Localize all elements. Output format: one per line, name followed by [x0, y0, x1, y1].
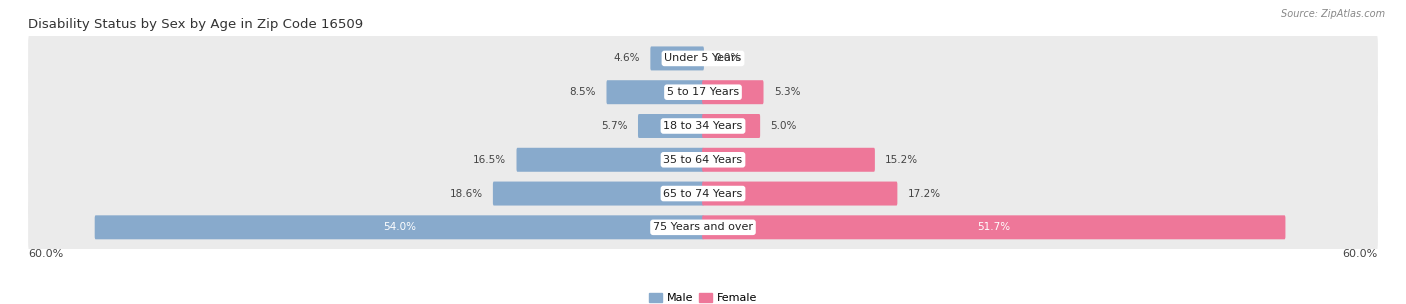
FancyBboxPatch shape	[702, 114, 761, 138]
Text: 16.5%: 16.5%	[472, 155, 506, 165]
Text: Under 5 Years: Under 5 Years	[665, 54, 741, 64]
Text: 65 to 74 Years: 65 to 74 Years	[664, 188, 742, 199]
Text: 4.6%: 4.6%	[613, 54, 640, 64]
Text: 5.0%: 5.0%	[770, 121, 797, 131]
Text: 15.2%: 15.2%	[886, 155, 918, 165]
Text: 18 to 34 Years: 18 to 34 Years	[664, 121, 742, 131]
Text: 0.0%: 0.0%	[714, 54, 741, 64]
FancyBboxPatch shape	[94, 215, 704, 239]
Legend: Male, Female: Male, Female	[644, 288, 762, 304]
FancyBboxPatch shape	[702, 215, 1285, 239]
Text: 75 Years and over: 75 Years and over	[652, 222, 754, 232]
Text: 54.0%: 54.0%	[382, 222, 416, 232]
FancyBboxPatch shape	[606, 80, 704, 104]
Text: Source: ZipAtlas.com: Source: ZipAtlas.com	[1281, 9, 1385, 19]
FancyBboxPatch shape	[28, 196, 1378, 259]
Text: 8.5%: 8.5%	[569, 87, 596, 97]
Text: 18.6%: 18.6%	[450, 188, 482, 199]
FancyBboxPatch shape	[516, 148, 704, 172]
FancyBboxPatch shape	[28, 129, 1378, 191]
FancyBboxPatch shape	[28, 61, 1378, 123]
FancyBboxPatch shape	[638, 114, 704, 138]
Text: 5.7%: 5.7%	[602, 121, 627, 131]
FancyBboxPatch shape	[28, 162, 1378, 225]
Text: 5.3%: 5.3%	[773, 87, 800, 97]
FancyBboxPatch shape	[494, 181, 704, 206]
FancyBboxPatch shape	[28, 27, 1378, 90]
Text: 35 to 64 Years: 35 to 64 Years	[664, 155, 742, 165]
FancyBboxPatch shape	[28, 95, 1378, 157]
FancyBboxPatch shape	[702, 148, 875, 172]
FancyBboxPatch shape	[702, 80, 763, 104]
FancyBboxPatch shape	[702, 181, 897, 206]
Text: 60.0%: 60.0%	[28, 249, 63, 259]
Text: 60.0%: 60.0%	[1343, 249, 1378, 259]
Text: 17.2%: 17.2%	[908, 188, 941, 199]
Text: 5 to 17 Years: 5 to 17 Years	[666, 87, 740, 97]
Text: 51.7%: 51.7%	[977, 222, 1011, 232]
Text: Disability Status by Sex by Age in Zip Code 16509: Disability Status by Sex by Age in Zip C…	[28, 19, 363, 31]
FancyBboxPatch shape	[651, 47, 704, 71]
